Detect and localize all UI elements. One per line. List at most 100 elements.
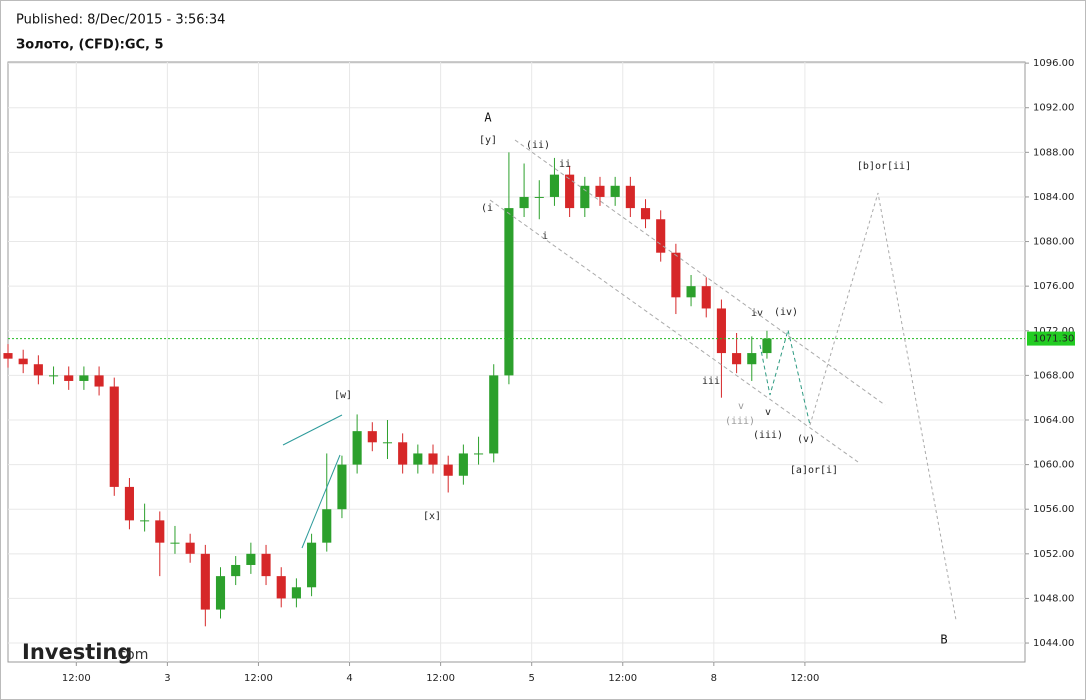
candle-body (716, 308, 726, 354)
candle-body (155, 520, 165, 543)
x-tick-label: 12:00 (426, 673, 455, 684)
candle-body (3, 353, 13, 359)
candle-body (762, 338, 772, 354)
wave-lines (282, 139, 957, 621)
candle-body (443, 464, 453, 476)
y-tick-label: 1084.00 (1033, 192, 1074, 203)
wave-label: B (940, 633, 947, 647)
candle-body (48, 375, 59, 377)
wave-label: (ii) (526, 140, 550, 151)
candle-body (580, 185, 590, 209)
candle-body (307, 542, 317, 588)
x-tick-label: 3 (164, 673, 170, 684)
x-tick-label: 12:00 (244, 673, 273, 684)
candle-body (79, 375, 89, 381)
y-tick-label: 1072.00 (1033, 326, 1074, 337)
projection-gray (809, 192, 957, 621)
w-line (301, 454, 341, 549)
x-tick-label: 12:00 (62, 673, 91, 684)
candle-body (458, 453, 468, 476)
wave-label: [a]or[i] (790, 465, 838, 476)
y-tick-label: 1068.00 (1033, 370, 1074, 381)
y-tick-label: 1064.00 (1033, 415, 1074, 426)
wave-label: iii (702, 376, 720, 387)
candle-body (534, 196, 544, 198)
candle-body (732, 353, 742, 365)
last-price-label: 1071.30 (1033, 334, 1074, 345)
wave-label: (i (481, 203, 493, 214)
y-tick-label: 1080.00 (1033, 237, 1074, 248)
x-tick-label: 5 (528, 673, 534, 684)
candle-body (625, 185, 635, 209)
y-tick-label: 1044.00 (1033, 638, 1074, 649)
candle-body (701, 286, 711, 309)
y-tick-label: 1092.00 (1033, 103, 1074, 114)
wave-label: (v) (797, 434, 815, 445)
candle-body (231, 564, 241, 577)
candle-body (33, 364, 43, 376)
candle-body (473, 453, 484, 455)
y-tick-label: 1052.00 (1033, 549, 1074, 560)
candle-body (64, 375, 74, 381)
candle-body (140, 520, 150, 522)
candle-body (595, 185, 605, 197)
published: Published: 8/Dec/2015 - 3:56:34 (16, 13, 225, 28)
candle-body (489, 375, 499, 454)
wave-label: ii (559, 159, 571, 170)
y-tick-label: 1048.00 (1033, 593, 1074, 604)
wave-label: [y] (479, 135, 497, 146)
channel-lower (489, 199, 859, 463)
wave-label: A (484, 111, 492, 125)
candle-body (352, 431, 362, 465)
candle-body (549, 174, 560, 197)
w-line (282, 414, 343, 446)
x-tick-label: 4 (346, 673, 352, 684)
y-tick-label: 1076.00 (1033, 281, 1074, 292)
wave-label: [x] (423, 511, 441, 522)
wave-label: [w] (334, 390, 352, 401)
logo-brand: Investing (22, 640, 132, 664)
y-tick-label: 1056.00 (1033, 504, 1074, 515)
candle-body (367, 431, 377, 443)
x-tick-label: 8 (711, 673, 717, 684)
candle-body (246, 553, 256, 565)
candle-body (610, 185, 620, 197)
y-tick-label: 1060.00 (1033, 460, 1074, 471)
x-tick-label: 12:00 (790, 673, 819, 684)
candle-body (109, 386, 119, 487)
candle-body (215, 576, 226, 610)
candle-body (640, 208, 651, 220)
candle-body (413, 453, 423, 465)
wave-label: [b]or[ii] (857, 161, 911, 172)
candle-body (185, 542, 195, 554)
candle-body (656, 219, 666, 253)
logo-suffix: .com (114, 647, 148, 663)
wave-label: v (765, 407, 771, 418)
candle-body (124, 486, 134, 521)
candle-body (504, 208, 514, 376)
candle-body (200, 553, 210, 610)
wave-label: i (542, 231, 548, 242)
wave-label: (iii) (725, 416, 755, 427)
y-tick-label: 1088.00 (1033, 147, 1074, 158)
candle-body (276, 576, 286, 599)
candle-body (398, 442, 408, 465)
wave-label: (iv) (774, 307, 798, 318)
candle-body (322, 509, 332, 543)
candle-body (382, 442, 393, 444)
wave-label: (iii) (753, 430, 783, 441)
candle-body (18, 358, 28, 365)
candle-body (565, 174, 575, 209)
candle-body (337, 464, 347, 510)
symbol: Золото, (CFD):GC, 5 (16, 38, 164, 53)
candle-body (291, 587, 301, 599)
candle-body (170, 542, 180, 544)
x-tick-label: 12:00 (608, 673, 637, 684)
candle-body (671, 252, 681, 298)
projection-green (759, 329, 811, 426)
candle-body (261, 553, 271, 577)
candle-body (94, 375, 104, 387)
channel-upper (514, 139, 886, 406)
